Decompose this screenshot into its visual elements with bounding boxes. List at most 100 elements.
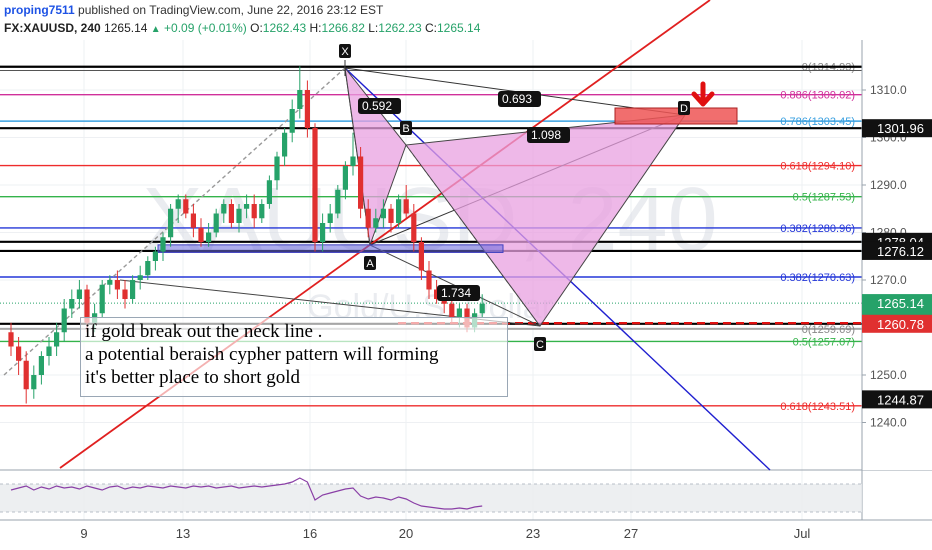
price-badge-label-3: 1265.14: [877, 296, 924, 311]
fib-label-7: 0(1259.69): [802, 324, 855, 336]
rsi-line: [10, 477, 483, 510]
price-tick-label-0: 1240.0: [870, 416, 907, 430]
neckline-band: [157, 244, 504, 253]
time-axis[interactable]: 9 13 16 20 23 27 Jul: [0, 519, 932, 541]
symbol-info: FX:XAUUSD, 240 1265.14 ▲ +0.09 (+0.01%) …: [4, 21, 480, 35]
candle-body-15: [122, 289, 128, 299]
candle-body-19: [152, 251, 158, 261]
candle-body-4: [38, 356, 44, 375]
candle-body-36: [282, 132, 288, 157]
time-tick-label-1: 13: [176, 526, 190, 541]
candle-body-12: [99, 284, 105, 314]
price-badge-0: [862, 119, 932, 138]
point-badge-A: [364, 256, 376, 270]
candle-body-24: [190, 213, 196, 228]
candle-body-56: [434, 289, 440, 299]
price-tick-label-5: 1290.0: [870, 178, 907, 192]
fib-label-3: 0.618(1294.10): [780, 161, 855, 173]
time-tick-label-2: 16: [303, 526, 317, 541]
time-tick-label-3: 20: [399, 526, 413, 541]
price-axis[interactable]: 1240.01250.01260.01270.01280.01290.01300…: [861, 40, 932, 520]
candle-body-6: [54, 332, 60, 347]
publisher-name[interactable]: proping7511: [4, 3, 75, 17]
close-label: C:: [425, 21, 437, 35]
note-line-3: it's better place to short gold: [85, 367, 301, 388]
price-badge-2: [862, 241, 932, 260]
down-arrow-icon: [691, 81, 715, 107]
last-price: 1265.14: [104, 21, 148, 35]
fib-label-9: 0.618(1243.51): [780, 401, 855, 413]
candle-body-29: [228, 204, 234, 223]
candle-body-40: [312, 128, 318, 242]
candle-body-41: [320, 223, 326, 242]
high-value: 1266.82: [321, 21, 365, 35]
point-label-C: C: [536, 339, 544, 351]
open-value: 1262.43: [262, 21, 307, 35]
candle-body-34: [266, 180, 272, 204]
price-badge-label-5: 1260.78: [877, 317, 924, 332]
time-tick-label-5: 27: [624, 526, 638, 541]
candle-body-14: [114, 280, 120, 290]
candle-body-57: [441, 299, 447, 304]
candle-body-47: [365, 208, 371, 228]
point-label-X: X: [341, 46, 349, 58]
candle-body-7: [61, 308, 67, 333]
high-label: H:: [309, 21, 322, 35]
candle-body-38: [297, 90, 303, 109]
candle-body-27: [213, 213, 219, 233]
ratio-badge-2: [527, 127, 570, 143]
note-line-1: if gold break out the neck line .: [85, 321, 323, 342]
candle-body-46: [358, 156, 364, 209]
candle-body-2: [23, 360, 29, 390]
candle-body-1: [16, 346, 22, 361]
candle-body-35: [274, 156, 280, 181]
price-change: +0.09 (+0.01%): [164, 21, 247, 35]
candle-body-59: [456, 308, 462, 318]
candle-body-49: [380, 208, 386, 219]
candlesticks: [8, 66, 485, 404]
candle-body-32: [251, 204, 257, 219]
point-badge-C: [534, 337, 546, 351]
candle-body-45: [350, 156, 356, 166]
point-badge-D: [678, 101, 690, 115]
sell-zone-box: [614, 107, 738, 125]
candle-body-21: [168, 208, 174, 238]
candle-body-18: [145, 261, 151, 276]
candle-body-55: [426, 270, 432, 290]
price-tick-label-3: 1270.0: [870, 273, 907, 287]
candle-body-17: [137, 275, 143, 280]
price-badge-3: [862, 294, 932, 313]
price-badge-5: [862, 314, 932, 333]
point-label-D: D: [680, 103, 688, 115]
candle-body-42: [327, 213, 333, 223]
candle-body-54: [418, 242, 424, 271]
candle-body-0: [8, 332, 14, 347]
publish-info: proping7511 published on TradingView.com…: [4, 3, 383, 17]
candle-body-5: [46, 346, 52, 356]
candle-body-43: [335, 189, 341, 214]
candle-body-50: [388, 208, 394, 223]
point-badge-X: [339, 44, 351, 58]
candle-body-8: [69, 299, 75, 309]
ratio-badge-0: [358, 98, 401, 114]
price-badge-label-0: 1301.96: [877, 121, 924, 136]
low-value: 1262.23: [378, 21, 422, 35]
note-line-2: a potential beraish cypher pattern will …: [85, 344, 439, 365]
price-badge-6: [862, 390, 932, 409]
ratio-badge-1: [498, 91, 541, 107]
rsi-panel: [0, 477, 862, 513]
candle-body-16: [130, 280, 136, 299]
pattern-overlays: 0.592 0.693 1.098 1.734 X A B C D: [339, 44, 715, 351]
symbol-label: FX:XAUUSD, 240: [4, 21, 101, 35]
candle-body-62: [479, 303, 485, 314]
fib-label-1: 0.886(1309.02): [780, 90, 855, 102]
candle-body-31: [244, 204, 250, 209]
fib-label-6: 0.382(1270.63): [780, 272, 855, 284]
candle-body-13: [107, 280, 113, 285]
low-label: L:: [368, 21, 379, 35]
open-label: O:: [250, 21, 263, 35]
point-label-A: A: [366, 258, 374, 270]
price-badge-label-6: 1244.87: [877, 392, 924, 407]
time-tick-label-6: Jul: [794, 526, 811, 541]
